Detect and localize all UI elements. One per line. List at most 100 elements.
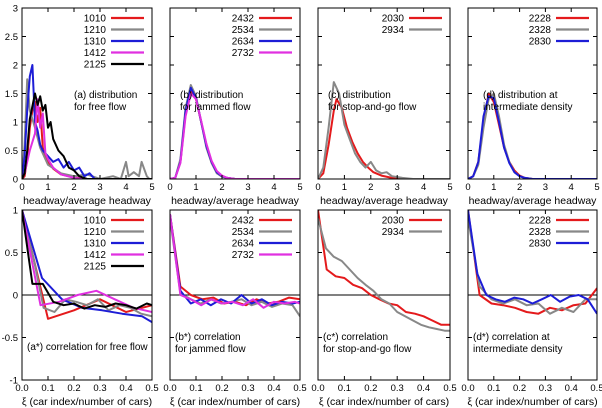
y-tick-label: 2 [13,61,18,72]
x-tick-label: 0.1 [487,383,500,394]
y-tick-label: 2.5 [5,32,18,43]
x-axis-label: ξ (car index/number of cars) [22,396,152,408]
x-axis-label: ξ (car index/number of cars) [170,396,300,408]
panel-b-star: 0.0 0.1 0.2 0.3 0.4 0.5 ξ (car index/number of… [163,209,307,408]
x-tick-label: 3 [543,182,548,193]
x-tick-label: 0 [167,182,172,193]
x-tick-label: 0.4 [417,383,430,394]
x-tick-label: 4 [421,182,426,193]
x-tick-label: 0.3 [391,383,404,394]
x-tick-label: 0 [19,182,24,193]
series-line-1310 [22,64,152,179]
legend-label-1412: 1412 [84,48,107,59]
legend-label-2432: 2432 [232,14,255,25]
legend-label-2934: 2934 [382,25,405,36]
x-tick-label: 5 [149,182,154,193]
panel-b: 0 1 2 3 4 5 headway/average headway 24322534263… [167,7,303,207]
panel-annotation: (c*) correlation [323,332,388,343]
x-axis-label: ξ (car index/number of cars) [467,396,597,408]
x-tick-label: 0 [465,182,470,193]
x-tick-label: 3 [395,182,400,193]
x-tick-label: 0.0 [461,383,474,394]
legend-label-2030: 2030 [382,14,405,25]
x-tick-label: 0.3 [241,383,254,394]
x-tick-label: 2 [219,182,224,193]
legend-label-2125: 2125 [84,262,107,273]
panel-c-star: 0.0 0.1 0.2 0.3 0.4 0.5 ξ (car index/number of… [311,209,457,408]
legend-label-2534: 2534 [232,227,255,238]
x-tick-label: 2 [368,182,373,193]
panel-annotation: (b*) correlation [175,332,241,343]
x-tick-label: 3 [245,182,250,193]
x-axis-label: headway/average headway [320,195,449,207]
x-tick-label: 3 [97,182,102,193]
x-axis-label: ξ (car index/number of cars) [319,396,449,408]
x-tick-label: 5 [447,182,452,193]
legend-label-1010: 1010 [84,216,107,227]
y-tick-label: 0 [13,291,18,302]
panel-annotation: (a*) correlation for free flow [27,342,148,353]
x-tick-label: 0.5 [590,383,602,394]
legend-label-2830: 2830 [529,239,552,250]
x-tick-label: 0.2 [513,383,526,394]
x-tick-label: 2 [71,182,76,193]
panel-a: 0 1 2 3 4 5 0 0.5 1 1.5 2 2.5 3 headway/average headw… [5,4,155,208]
series-line-2030 [318,98,450,179]
x-tick-label: 0.1 [41,383,54,394]
y-tick-label: -0.5 [2,333,18,344]
x-tick-label: 4 [569,182,574,193]
x-axis-label: headway/average headway [171,195,300,207]
y-tick-label: 0.5 [5,146,18,157]
series-line-2830 [468,95,597,179]
series-line-2830 [468,210,597,315]
panel-annotation: (b) distribution [180,90,243,101]
x-tick-label: 0.4 [119,383,132,394]
x-tick-label: 4 [123,182,128,193]
legend-label-1310: 1310 [84,37,107,48]
legend-label-1210: 1210 [84,227,107,238]
legend-label-2634: 2634 [232,239,255,250]
y-tick-label: 3 [13,4,18,15]
panel-d-star: 0.0 0.1 0.2 0.3 0.4 0.5 ξ (car index/number of… [461,209,602,408]
x-tick-label: 0.5 [443,383,456,394]
x-tick-label: 0.0 [311,383,324,394]
series-line-1010 [22,101,152,179]
legend-label-2228: 2228 [529,14,552,25]
y-tick-label: -1 [10,376,18,387]
panel-annotation: for free flow [74,102,127,113]
x-tick-label: 0.5 [293,383,306,394]
x-tick-label: 0.1 [189,383,202,394]
x-tick-label: 0.4 [565,383,578,394]
panel-annotation: intermediate density [473,344,563,355]
legend-label-2125: 2125 [84,60,107,71]
x-tick-label: 2 [517,182,522,193]
x-tick-label: 0.4 [267,383,280,394]
panel-annotation: for stop-and-go flow [328,102,417,113]
legend-label-2732: 2732 [232,48,255,59]
series-line-2732 [170,92,300,179]
legend-label-1412: 1412 [84,250,107,261]
x-tick-label: 0.2 [215,383,228,394]
legend-label-1210: 1210 [84,25,107,36]
x-tick-label: 0.5 [145,383,158,394]
y-tick-label: 0.5 [5,248,18,259]
legend-label-1010: 1010 [84,14,107,25]
series-line-1310 [22,210,152,324]
panel-annotation: intermediate density [483,102,573,113]
series-line-2732 [170,214,300,309]
x-tick-label: 1 [193,182,198,193]
panel-annotation: (a) distribution [74,90,137,101]
x-tick-label: 5 [594,182,599,193]
x-tick-label: 1 [491,182,496,193]
y-tick-label: 1 [13,206,18,217]
x-tick-label: 0.3 [93,383,106,394]
legend-label-2830: 2830 [529,37,552,48]
x-tick-label: 0.3 [539,383,552,394]
x-tick-label: 1 [45,182,50,193]
series-line-2934 [318,218,450,332]
panel-a-star: 0.0 0.1 0.2 0.3 0.4 0.5 -1 -0.5 0 0.5 1 ξ (car inde… [2,206,159,408]
x-tick-label: 4 [271,182,276,193]
panel-annotation: (d*) correlation at [473,332,550,343]
